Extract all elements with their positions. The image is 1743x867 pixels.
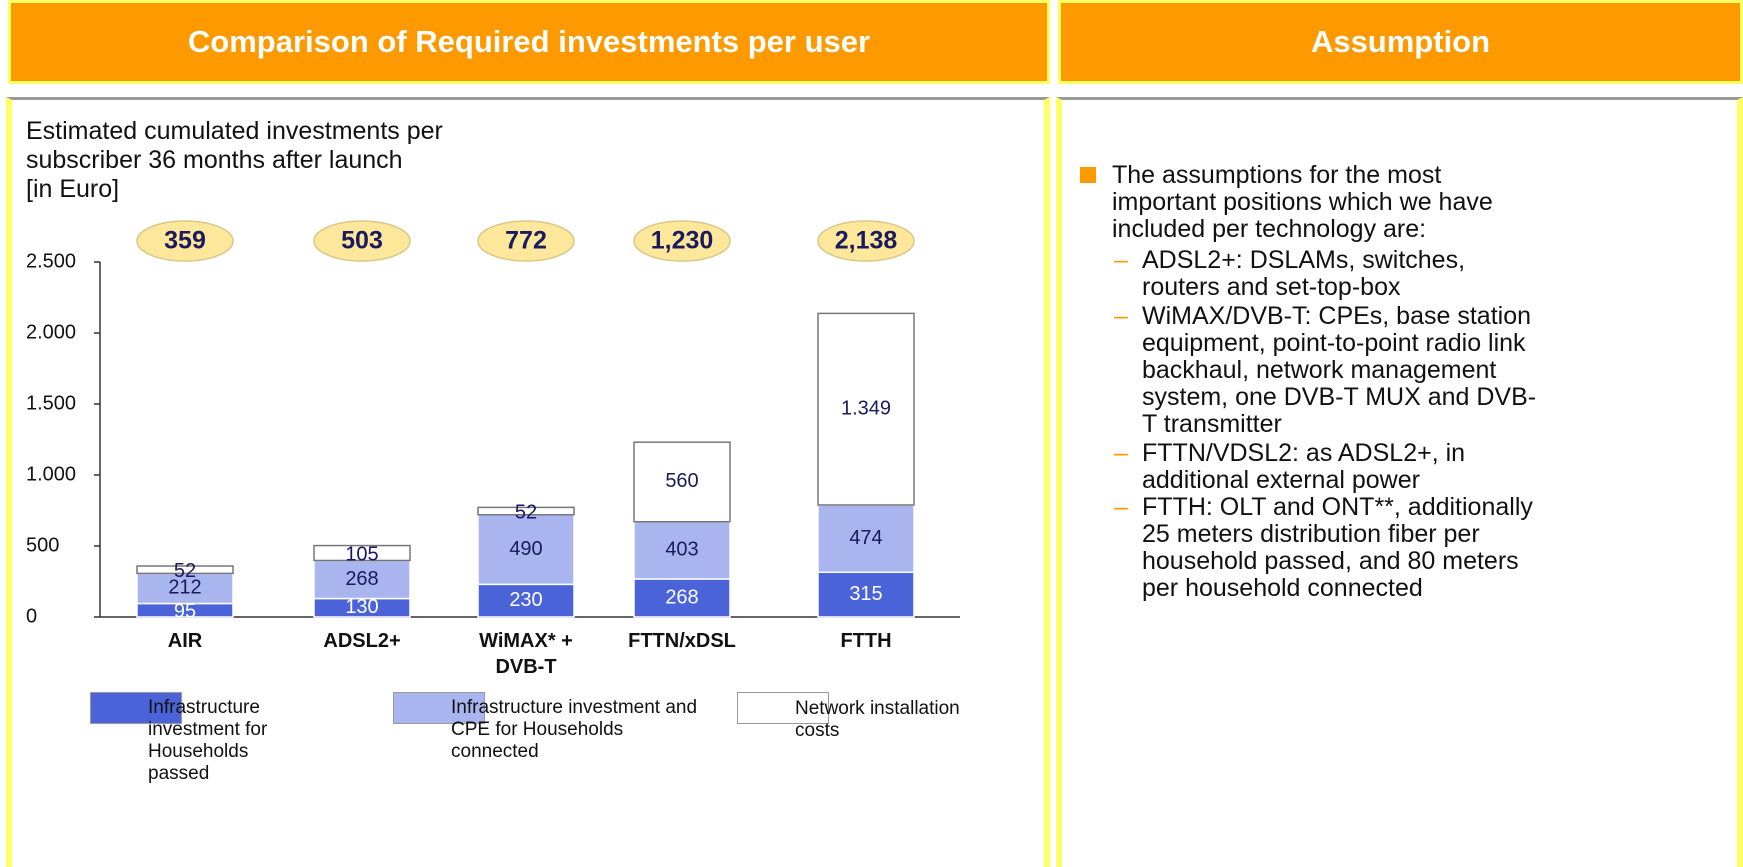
right-title: Assumption (1310, 24, 1491, 59)
subtitle-line: subscriber 36 months after launch (26, 146, 403, 174)
legend-label: Infrastructure investment for Households… (148, 697, 268, 784)
total-label: 359 (164, 227, 206, 255)
legend-swatch (393, 692, 485, 724)
subtitle: Estimated cumulated investments per subs… (26, 117, 443, 204)
x-tick-label: WiMAX* + DVB-T (479, 630, 573, 678)
total-label: 1,230 (651, 227, 714, 255)
x-tick-label: FTTN/xDSL (628, 630, 736, 652)
total-badge (633, 220, 731, 262)
value-label: 105 (345, 543, 378, 565)
bar-segment (136, 572, 234, 605)
bullet (1080, 167, 1096, 183)
left-panel (6, 97, 1050, 867)
value-label: 130 (345, 596, 378, 618)
value-label: 403 (665, 539, 698, 561)
bar-segment (817, 312, 915, 506)
bar-segment (817, 504, 915, 574)
assumption-list: The assumptions for the most important p… (1112, 162, 1542, 602)
bar-segment (817, 571, 915, 618)
bar-segment (477, 583, 575, 618)
bar-segment (633, 578, 731, 618)
x-tick-label: ADSL2+ (323, 630, 401, 652)
total-label: 772 (505, 227, 547, 255)
total-badge (136, 220, 234, 262)
item: FTTN/VDSL2: as ADSL2+, in additional ext… (1114, 440, 1542, 494)
bar-segment (313, 544, 411, 562)
value-label: 52 (515, 501, 537, 523)
x-tick-label: FTTH (840, 630, 892, 652)
x-tick-label: AIR (167, 630, 203, 652)
value-label: 212 (168, 577, 201, 599)
bar-segment (477, 514, 575, 586)
item: ADSL2+: DSLAMs, switches, routers and se… (1114, 247, 1542, 301)
value-label: 52 (174, 560, 196, 582)
total-label: 2,138 (835, 227, 898, 255)
value-label: 268 (345, 568, 378, 590)
bar-segment (313, 559, 411, 600)
item: FTTH: OLT and ONT**, additionally 25 met… (1114, 494, 1542, 602)
total-badge (817, 220, 915, 262)
value-label: 1.349 (841, 397, 891, 419)
right-panel (1056, 97, 1743, 867)
item: WiMAX/DVB-T: CPEs, base station equipmen… (1114, 303, 1542, 438)
bar-segment (633, 441, 731, 523)
total-badge (313, 220, 411, 262)
value-label: 315 (849, 583, 882, 605)
y-tick-label: 500 (26, 534, 59, 556)
value-label: 490 (509, 538, 542, 560)
subtitle-line: [in Euro] (26, 175, 120, 203)
value-label: 268 (665, 586, 698, 608)
bar-segment (136, 565, 234, 575)
y-tick-label: 0 (26, 605, 37, 627)
legend-swatch (737, 692, 829, 724)
total-label: 503 (341, 227, 383, 255)
legend-label: Network installation costs (795, 698, 960, 741)
y-tick-label: 2.500 (26, 250, 76, 272)
y-tick-label: 2.000 (26, 321, 76, 343)
value-label: 230 (509, 589, 542, 611)
value-label: 474 (849, 527, 882, 549)
subtitle-line: Estimated cumulated investments per (26, 117, 443, 145)
assumptions: The assumptions for the most important p… (1080, 162, 1542, 602)
sub-items: ADSL2+: DSLAMs, switches, routers and se… (1114, 247, 1542, 602)
bar-segment (633, 520, 731, 580)
legend-label: Infrastructure investment and CPE for Ho… (451, 697, 698, 762)
total-badge (477, 220, 575, 262)
left-header: Comparison of Required investments per u… (8, 0, 1050, 84)
y-tick-label: 1.000 (26, 463, 76, 485)
right-header: Assumption (1058, 0, 1743, 84)
bar-segment (477, 506, 575, 516)
legend-swatch (90, 692, 182, 724)
value-label: 95 (174, 601, 196, 623)
value-label: 560 (665, 470, 698, 492)
intro: The assumptions for the most important p… (1112, 161, 1493, 243)
left-title: Comparison of Required investments per u… (187, 24, 871, 59)
y-tick-label: 1.500 (26, 392, 76, 414)
